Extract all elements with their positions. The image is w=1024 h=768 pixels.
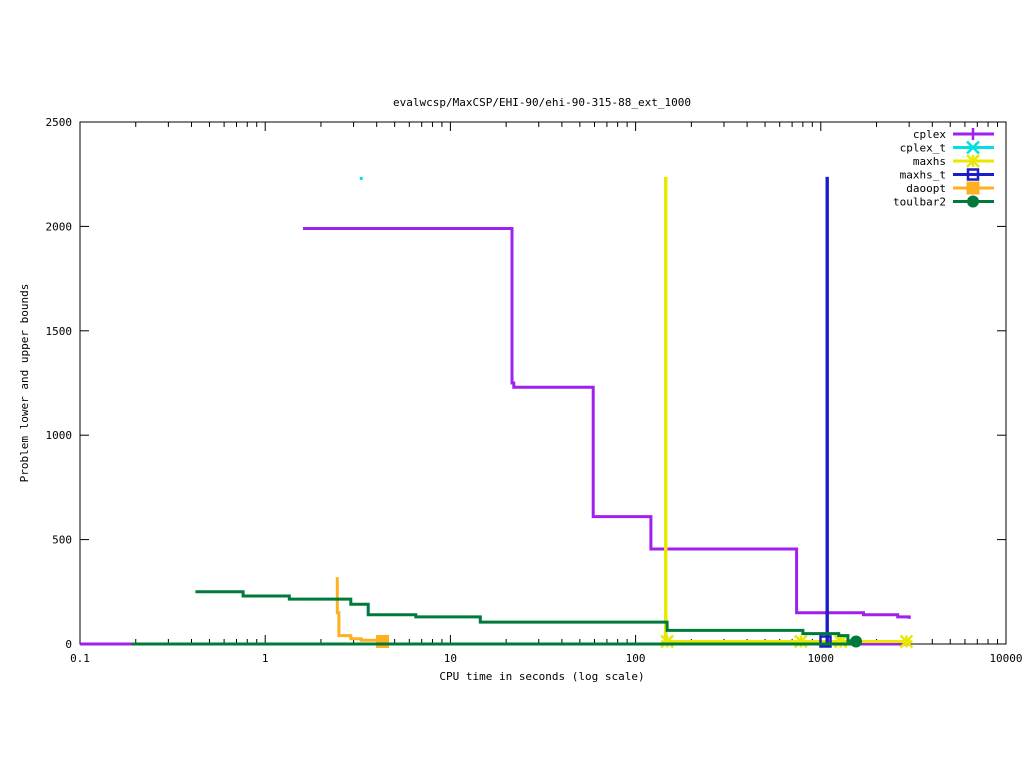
legend-marker bbox=[967, 195, 979, 208]
series-maxhs-line bbox=[664, 176, 910, 644]
legend-marker bbox=[966, 154, 980, 168]
legend-label: maxhs bbox=[913, 155, 946, 168]
legend-item-cplex: cplex bbox=[913, 128, 994, 141]
legend-label: daoopt bbox=[906, 182, 946, 195]
legend-marker bbox=[966, 140, 980, 155]
series-cplex_t-point bbox=[359, 176, 363, 180]
series-daoopt-marker bbox=[376, 634, 390, 648]
series-maxhs-marker bbox=[660, 634, 675, 649]
x-tick-label: 10000 bbox=[989, 652, 1022, 665]
x-axis-label: CPU time in seconds (log scale) bbox=[439, 670, 644, 683]
series-daoopt-line bbox=[335, 577, 383, 642]
x-tick-label: 1000 bbox=[808, 652, 835, 665]
series-maxhs-marker bbox=[899, 634, 914, 649]
chart-title: evalwcsp/MaxCSP/EHI-90/ehi-90-315-88_ext… bbox=[393, 96, 691, 109]
y-tick-label: 1500 bbox=[46, 325, 73, 338]
series-toulbar2-marker bbox=[850, 635, 863, 648]
legend-label: maxhs_t bbox=[900, 169, 946, 182]
plot-series bbox=[80, 176, 914, 649]
y-tick-label: 500 bbox=[52, 534, 72, 547]
series-maxhs-marker bbox=[793, 634, 808, 649]
series-maxhs bbox=[660, 176, 914, 649]
legend-item-maxhs: maxhs bbox=[913, 154, 994, 168]
series-maxhs_t bbox=[819, 176, 832, 648]
series-cplex bbox=[80, 227, 911, 646]
legend-item-cplex_t: cplex_t bbox=[900, 140, 994, 155]
y-tick-label: 2500 bbox=[46, 116, 73, 129]
axes: 0.1 1 10 100 1000 10000 0 500 1000 1500 2000 2500 bbox=[46, 116, 1023, 665]
series-cplex_t bbox=[359, 176, 363, 180]
legend-label: cplex_t bbox=[900, 142, 946, 155]
series-maxhs_t-marker bbox=[819, 635, 832, 648]
plot-frame bbox=[79, 121, 1007, 645]
legend-marker bbox=[966, 168, 980, 181]
y-tick-label: 0 bbox=[65, 638, 72, 651]
series-daoopt bbox=[335, 577, 390, 648]
series-cplex-line bbox=[303, 227, 911, 619]
legend-item-toulbar2: toulbar2 bbox=[893, 195, 994, 209]
x-tick-label: 100 bbox=[626, 652, 646, 665]
x-tick-label: 0.1 bbox=[70, 652, 90, 665]
legend-item-maxhs_t: maxhs_t bbox=[900, 168, 994, 182]
y-axis-label: Problem lower and upper bounds bbox=[18, 284, 31, 483]
series-toulbar2-line bbox=[195, 590, 856, 643]
y-tick-label: 2000 bbox=[46, 220, 73, 233]
series-maxhs-marker bbox=[833, 634, 848, 649]
x-tick-label: 10 bbox=[444, 652, 457, 665]
series-toulbar2 bbox=[131, 590, 863, 648]
legend-marker bbox=[966, 181, 980, 195]
legend-marker bbox=[967, 128, 979, 140]
x-tick-label: 1 bbox=[262, 652, 269, 665]
legend-label: toulbar2 bbox=[893, 196, 946, 209]
legend-label: cplex bbox=[913, 128, 946, 141]
legend-item-daoopt: daoopt bbox=[906, 181, 994, 195]
y-tick-label: 1000 bbox=[46, 429, 73, 442]
